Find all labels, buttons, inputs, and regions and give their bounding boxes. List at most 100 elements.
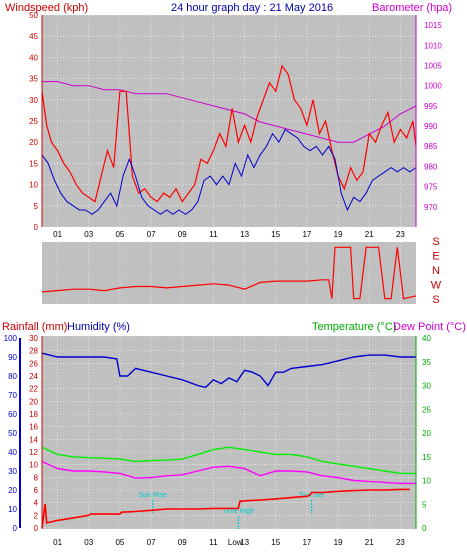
humidity-y-tick-label: 50	[8, 429, 17, 438]
temp-y-tick-label: 0	[422, 524, 427, 533]
baro-y-tick-label: 1000	[424, 82, 442, 91]
rain-y-tick-label: 4	[34, 499, 39, 508]
gust-line	[41, 64, 417, 203]
humidity-y-tick-label: 0	[13, 524, 18, 533]
humidity-y-tick-label: 90	[8, 353, 17, 362]
wind-x-tick-label: 09	[178, 230, 187, 239]
baro-y-tick-label: 980	[424, 162, 438, 171]
temp-y-ticks: 0 5 10 15 20 25 30 35 40	[422, 334, 431, 533]
wind-y-tick-label: 20	[29, 138, 38, 147]
wind-y-tick-label: 10	[29, 181, 38, 190]
rain-y-tick-label: 26	[29, 359, 38, 368]
rain-y-tick-label: 8	[34, 473, 39, 482]
humidity-y-tick-label: 80	[8, 372, 17, 381]
baro-y-tick-label: 985	[424, 142, 438, 151]
lower-x-tick-label: 09	[178, 538, 187, 547]
windspeed-axis-label: Windspeed (kph)	[5, 2, 88, 14]
baro-y-tick-label: 970	[424, 203, 438, 212]
baro-y-tick-label: 975	[424, 183, 438, 192]
humidity-y-tick-label: 100	[4, 334, 18, 343]
wind-x-tick-label: 19	[334, 230, 343, 239]
temp-y-tick-label: 10	[422, 477, 431, 486]
lower-x-ticks: 01 03 05 07 09 11 13 15 17 19 21 23	[53, 538, 405, 547]
rain-y-tick-label: 20	[29, 397, 38, 406]
dewpoint-line	[41, 460, 416, 485]
wind-y-tick-label: 50	[29, 11, 38, 20]
dewpoint-axis-label: Dew Point (°C)	[393, 321, 466, 333]
rainfall-line	[41, 488, 410, 529]
wind-x-tick-label: 23	[396, 230, 405, 239]
rain-y-tick-label: 28	[29, 347, 38, 356]
lower-x-tick-label: 13	[240, 538, 249, 547]
wind-x-ticks: 01 03 05 07 09 11 13 15 17 19 21 23	[53, 230, 405, 239]
rain-y-tick-label: 18	[29, 410, 38, 419]
temp-y-tick-label: 25	[422, 405, 431, 414]
wind-y-ticks: 0 5 10 15 20 25 30 35 40 45 50	[29, 11, 38, 232]
wind-y-tick-label: 45	[29, 32, 38, 41]
wind-x-tick-label: 17	[302, 230, 311, 239]
rainfall-axis-label: Rainfall (mm)	[2, 321, 67, 333]
lower-x-tick-label: 11	[209, 538, 218, 547]
lower-x-tick-label: 03	[84, 538, 93, 547]
rain-y-tick-label: 16	[29, 423, 38, 432]
humidity-y-tick-label: 30	[8, 467, 17, 476]
annotation-label: Time High	[223, 508, 255, 515]
humidity-y-ticks: 0 10 20 30 40 50 60 70 80 90 100	[4, 334, 18, 533]
rain-y-tick-label: 0	[34, 524, 39, 533]
direction-letter: N	[432, 265, 440, 277]
rain-y-tick-label: 2	[34, 511, 39, 520]
temperature-line	[41, 446, 416, 475]
direction-letter: W	[431, 280, 442, 292]
wind-x-tick-label: 15	[271, 230, 280, 239]
rain-y-tick-label: 12	[29, 448, 38, 457]
rain-y-tick-label: 6	[34, 486, 39, 495]
temp-y-tick-label: 35	[422, 358, 431, 367]
lower-x-tick-label: 07	[147, 538, 156, 547]
wind-x-tick-label: 01	[53, 230, 62, 239]
rain-y-tick-label: 22	[29, 385, 38, 394]
wind-x-tick-label: 03	[84, 230, 93, 239]
temperature-axis-label: Temperature (°C)	[312, 321, 396, 333]
wind-grid	[42, 14, 416, 228]
lower-panel-bg	[42, 336, 416, 529]
baro-y-tick-label: 1010	[424, 41, 442, 50]
rain-y-tick-label: 10	[29, 461, 38, 470]
wind-x-tick-label: 13	[240, 230, 249, 239]
humidity-line	[41, 352, 416, 389]
barometer-axis-label: Barometer (hpa)	[372, 2, 452, 14]
direction-letter: S	[432, 236, 439, 248]
humidity-y-tick-label: 10	[8, 505, 17, 514]
wind-y-tick-label: 35	[29, 75, 38, 84]
wind-x-tick-label: 11	[209, 230, 218, 239]
baro-y-tick-label: 1015	[424, 21, 442, 30]
baro-y-ticks: 970 975 980 985 990 995 1000 1005 1010 1015	[424, 21, 442, 212]
baro-y-tick-label: 995	[424, 102, 438, 111]
rain-y-tick-label: 24	[29, 372, 38, 381]
temp-y-tick-label: 20	[422, 429, 431, 438]
lower-x-tick-label: 15	[271, 538, 280, 547]
humidity-y-tick-label: 40	[8, 448, 17, 457]
direction-line	[41, 246, 417, 300]
annotation-label: Sun Rise	[138, 492, 167, 499]
lower-x-tick-label: 05	[115, 538, 124, 547]
wind-y-tick-label: 0	[34, 223, 39, 232]
temp-y-tick-label: 40	[422, 334, 431, 343]
direction-letter: E	[432, 251, 439, 263]
humidity-y-tick-label: 70	[8, 391, 17, 400]
wind-x-tick-label: 07	[147, 230, 156, 239]
annotation-label: Low	[228, 538, 243, 547]
direction-letter: S	[432, 294, 439, 306]
lower-x-tick-label: 01	[53, 538, 62, 547]
wind-y-tick-label: 30	[29, 96, 38, 105]
lower-x-tick-label: 23	[396, 538, 405, 547]
humidity-y-tick-label: 60	[8, 410, 17, 419]
wind-x-tick-label: 05	[115, 230, 124, 239]
wind-y-tick-label: 5	[34, 202, 39, 211]
temp-y-tick-label: 15	[422, 453, 431, 462]
humidity-axis-label: Humidity (%)	[67, 321, 130, 333]
wind-y-tick-label: 15	[29, 159, 38, 168]
wind-y-tick-label: 25	[29, 117, 38, 126]
